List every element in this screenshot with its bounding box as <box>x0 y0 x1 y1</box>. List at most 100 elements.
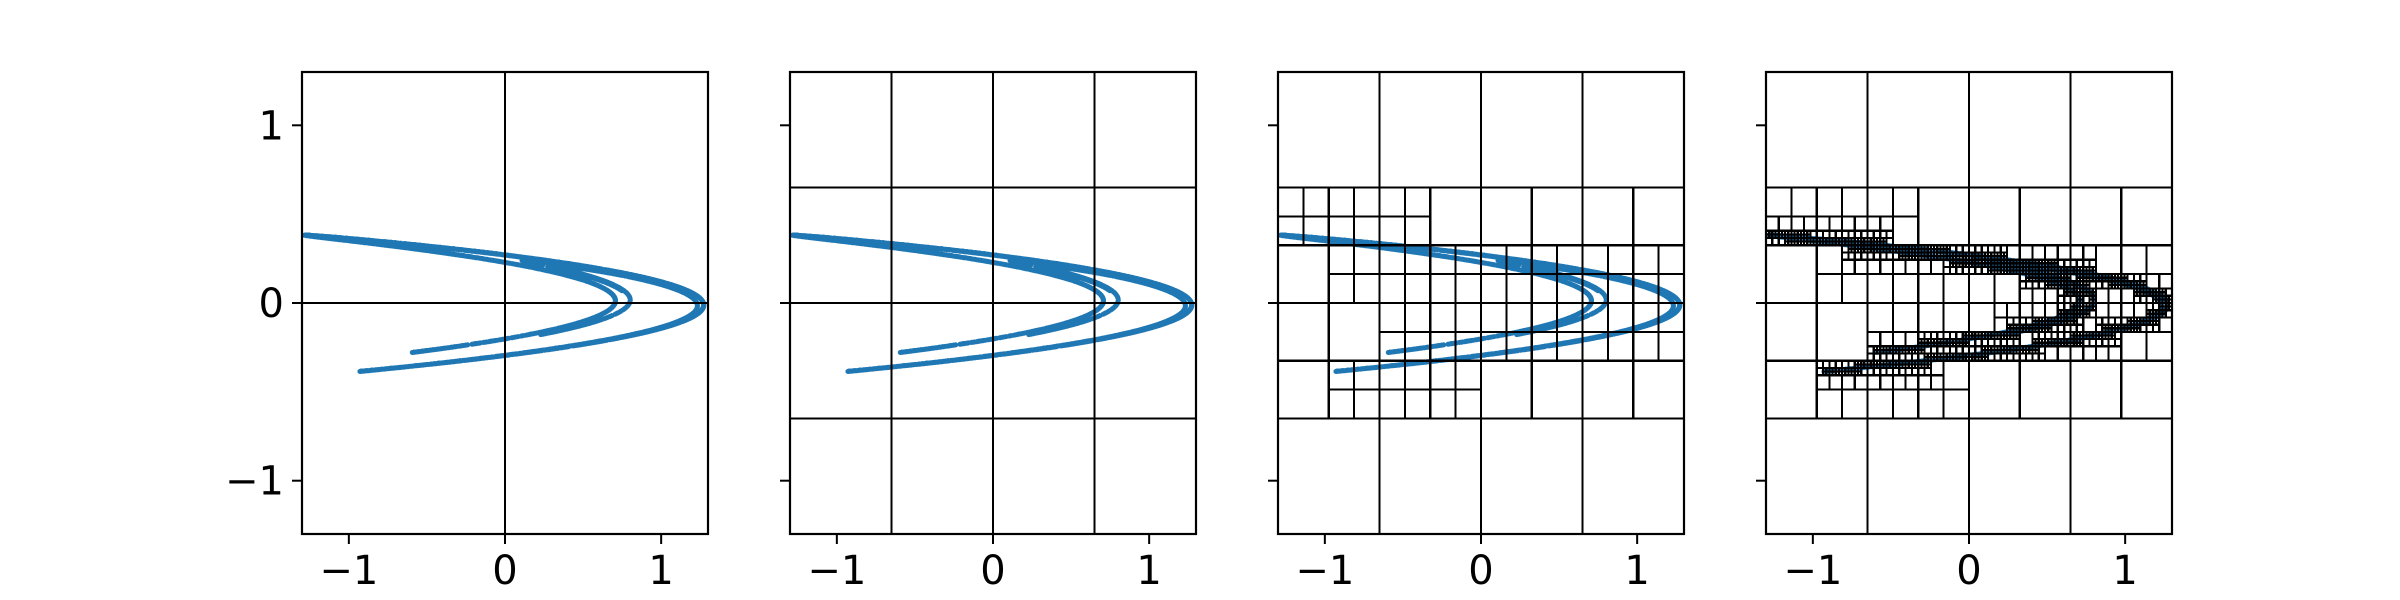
y-tick-label: 1 <box>259 103 284 149</box>
scatter-points <box>790 232 1195 374</box>
partition-box <box>302 72 507 305</box>
partition-box <box>1904 374 1920 391</box>
partition-box <box>1904 258 1920 276</box>
partition-box <box>1353 388 1381 420</box>
partition-box <box>1632 359 1684 420</box>
partition-box <box>1454 359 1483 391</box>
partition-box <box>991 72 1096 189</box>
partition-box <box>2120 330 2148 362</box>
partition-box <box>2120 359 2172 420</box>
partition-box <box>1378 330 1406 362</box>
partition-box <box>1429 301 1457 333</box>
partition-box <box>2018 359 2072 420</box>
partition-box <box>1942 359 1971 391</box>
partition-box <box>1967 273 1996 305</box>
y-tick-label: 0 <box>259 281 284 327</box>
partition-box <box>2132 301 2148 319</box>
partition-box <box>1815 215 1831 232</box>
x-tick-label: −1 <box>1783 548 1842 594</box>
partition-box <box>1581 359 1635 420</box>
partition-box <box>1967 72 2072 189</box>
partition-box <box>1917 273 1945 305</box>
partition-box <box>1505 273 1533 305</box>
partition-box <box>2145 244 2172 276</box>
point-cloud <box>790 232 1195 374</box>
partition-box <box>1327 359 1356 391</box>
partition-box <box>1581 72 1684 189</box>
partition-box <box>1530 359 1584 420</box>
partition-box <box>1327 301 1381 362</box>
partition-box <box>1403 388 1432 420</box>
partition-box <box>1093 417 1196 534</box>
partition-box <box>1929 258 1945 276</box>
partition-box <box>1853 215 1869 232</box>
partition-box <box>1891 186 1920 218</box>
partition-box <box>2031 301 2047 319</box>
partition-box <box>2044 301 2059 319</box>
partition-box <box>1632 244 1660 276</box>
partition-box <box>1278 301 1330 362</box>
partition-box <box>2069 417 2172 534</box>
partition-box <box>790 417 893 534</box>
partition-box <box>1429 186 1483 247</box>
partition-box <box>1866 215 1882 232</box>
partition-box <box>1866 258 1882 276</box>
partition-box <box>2145 273 2161 290</box>
partition-box <box>503 72 708 305</box>
partition-box <box>1917 388 1945 420</box>
partition-box <box>1891 374 1907 391</box>
partition-box <box>2018 244 2034 261</box>
partition-box <box>790 301 893 420</box>
partition-box <box>2018 301 2034 319</box>
partition-box <box>1378 72 1483 189</box>
partition-box <box>1479 301 1508 333</box>
partition-box <box>1093 301 1196 420</box>
partition-box <box>2094 345 2110 362</box>
partition-box <box>2018 186 2072 247</box>
partition-box <box>1815 388 1844 420</box>
partition-box <box>1879 374 1894 391</box>
partition-box <box>1879 215 1894 232</box>
partition-box <box>1790 215 1806 232</box>
partition-box <box>2005 244 2021 261</box>
x-tick-label: −1 <box>807 548 866 594</box>
partition-box <box>790 72 893 189</box>
partition-box <box>1891 258 1907 276</box>
partition-box <box>2158 273 2172 290</box>
partition-box <box>1766 244 1818 305</box>
x-tick-label: 1 <box>2112 548 2137 594</box>
partition-box <box>1967 417 2072 534</box>
x-tick-label: −1 <box>1295 548 1354 594</box>
x-tick-label: 1 <box>648 548 673 594</box>
partition-box <box>1632 186 1684 247</box>
partition-box <box>1866 273 1894 305</box>
partition-box <box>1853 258 1869 276</box>
partition-box <box>1815 273 1844 305</box>
partition-box <box>1841 273 1869 305</box>
subplot-2: −1 0 1 <box>780 70 1198 594</box>
partition-box <box>1606 244 1635 276</box>
partition-box <box>1353 186 1381 218</box>
partition-box <box>1403 301 1432 333</box>
partition-box <box>2120 244 2148 276</box>
partition-box <box>1479 273 1508 305</box>
partition-box <box>1403 186 1432 218</box>
partition-box <box>1879 330 1894 348</box>
partition-box <box>1302 186 1330 218</box>
partition-box <box>1815 244 1844 276</box>
partition-box <box>1942 388 1971 420</box>
partition-box <box>1530 186 1584 247</box>
partition-box <box>1479 72 1584 189</box>
partition-box <box>1278 186 1305 218</box>
partition-boxes <box>302 72 708 534</box>
partition-box <box>1327 244 1356 276</box>
partition-box <box>1278 215 1305 247</box>
partition-box <box>1841 215 1856 232</box>
partition-box <box>1967 301 1996 333</box>
partition-box <box>2069 72 2172 189</box>
partition-box <box>1766 215 1780 232</box>
partition-box <box>1378 186 1406 218</box>
partition-box <box>2120 301 2136 319</box>
partition-box <box>1815 186 1844 218</box>
x-tick-label: 1 <box>1624 548 1649 594</box>
